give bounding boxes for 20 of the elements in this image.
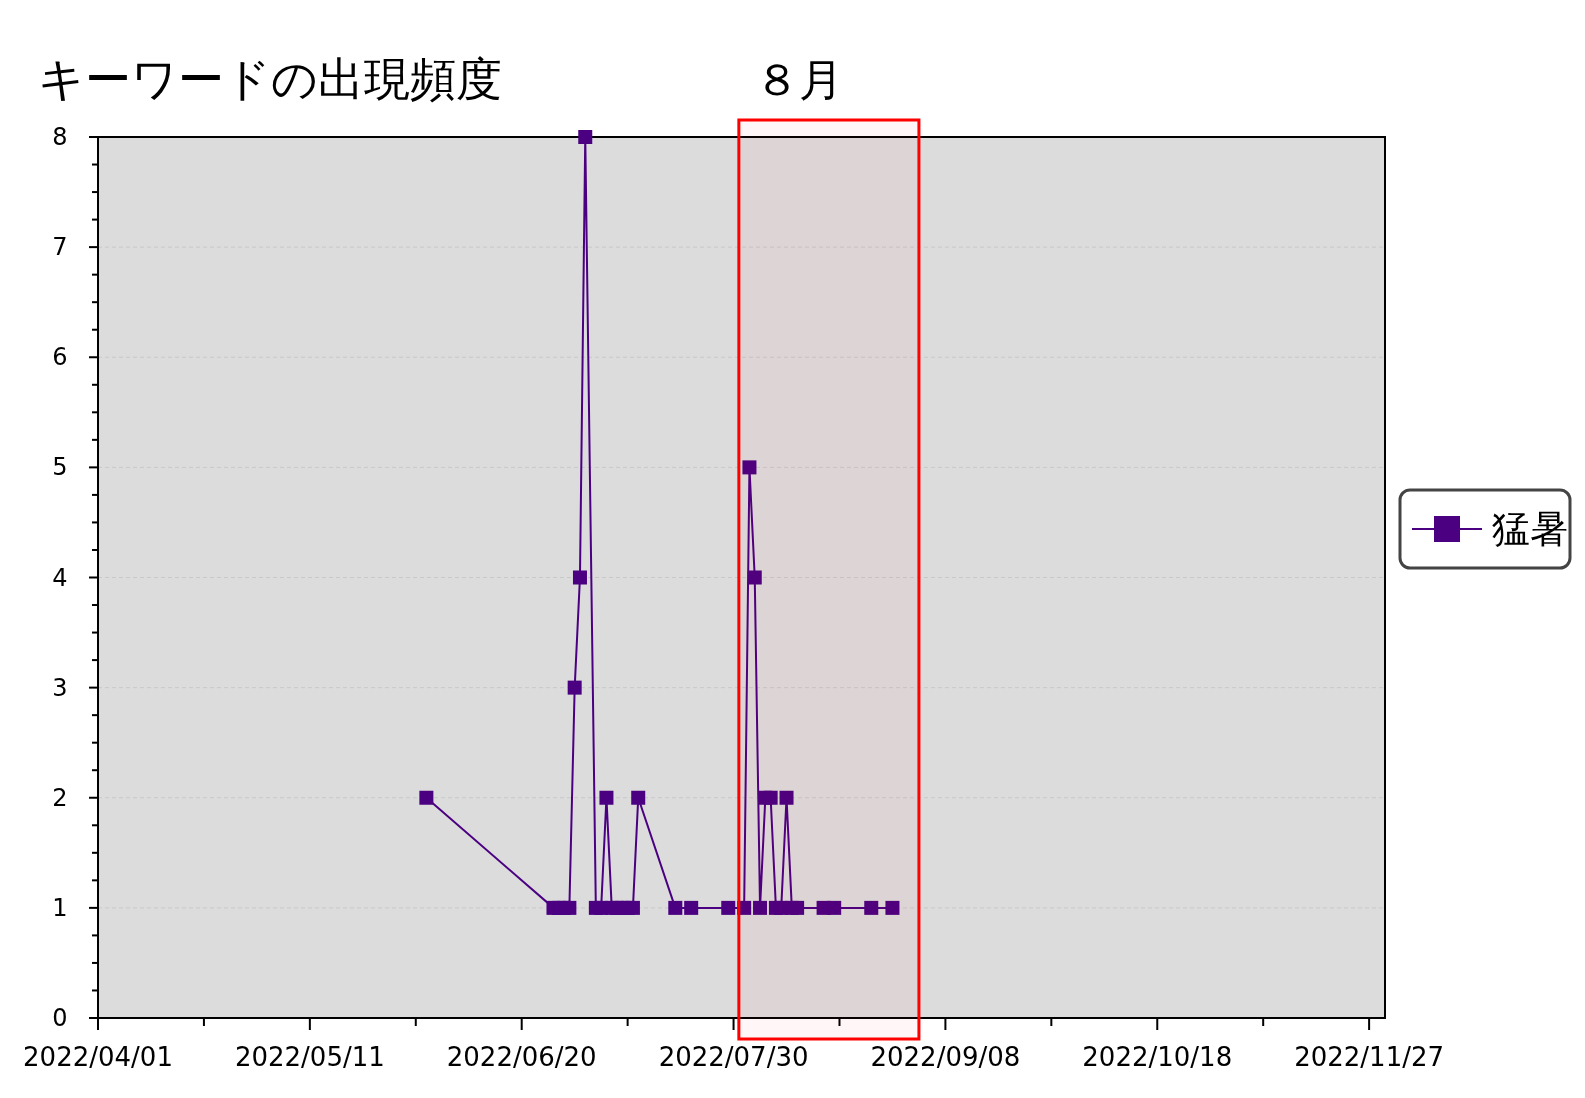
y-tick-label: 3: [52, 673, 68, 702]
legend: 猛暑: [1398, 488, 1572, 570]
y-tick-label: 7: [52, 233, 68, 262]
band-label: ８月: [754, 54, 843, 105]
y-tick-label: 8: [52, 123, 68, 151]
x-tick-label: 2022/07/30: [658, 1042, 809, 1072]
chart-title: キーワードの出現頻度: [38, 52, 502, 106]
x-tick-label: 2022/10/18: [1082, 1042, 1233, 1072]
y-tick-label: 1: [52, 893, 68, 922]
legend-label: 猛暑: [1492, 507, 1568, 551]
x-tick-label: 2022/11/27: [1294, 1042, 1445, 1072]
y-tick-label: 0: [52, 1004, 68, 1032]
y-tick-label: 6: [52, 343, 68, 372]
y-tick-label: 2: [52, 783, 68, 812]
y-tick-label: 5: [52, 453, 68, 482]
y-tick-label: 4: [52, 563, 68, 592]
x-tick-label: 2022/05/11: [234, 1042, 385, 1072]
x-tick-label: 2022/04/01: [23, 1042, 173, 1072]
x-tick-label: 2022/06/20: [446, 1042, 597, 1072]
x-tick-label: 2022/09/08: [870, 1042, 1021, 1072]
